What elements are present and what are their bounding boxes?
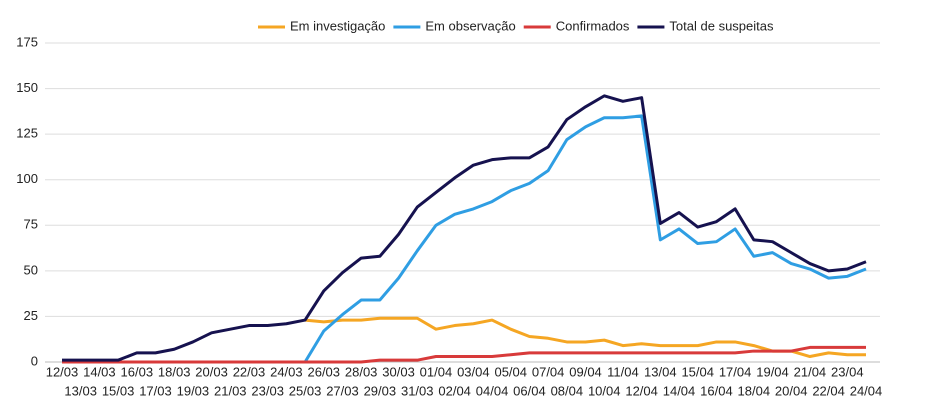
- x-tick-label: 20/04: [775, 383, 808, 398]
- x-tick-label: 17/04: [719, 364, 752, 379]
- x-tick-label: 29/03: [364, 383, 397, 398]
- x-tick-label: 12/03: [46, 364, 79, 379]
- y-tick-label: 150: [16, 80, 38, 95]
- x-tick-label: 22/04: [812, 383, 845, 398]
- x-tick-label: 18/04: [738, 383, 771, 398]
- x-tick-label: 13/03: [64, 383, 97, 398]
- y-tick-label: 0: [31, 353, 38, 368]
- x-tick-label: 30/03: [382, 364, 415, 379]
- x-tick-label: 09/04: [569, 364, 602, 379]
- series-line: [62, 94, 867, 362]
- x-tick-label: 20/03: [195, 364, 228, 379]
- x-tick-label: 16/03: [121, 364, 154, 379]
- x-tick-label: 27/03: [326, 383, 359, 398]
- x-tick-label: 17/03: [139, 383, 172, 398]
- x-tick-label: 15/03: [102, 383, 135, 398]
- x-tick-label: 15/04: [681, 364, 714, 379]
- x-tick-label: 11/04: [607, 364, 639, 379]
- x-tick-label: 19/04: [756, 364, 789, 379]
- x-tick-label: 23/03: [251, 383, 284, 398]
- legend-label: Em investigação: [290, 18, 385, 33]
- x-tick-label: 28/03: [345, 364, 378, 379]
- legend-label: Confirmados: [556, 18, 630, 33]
- x-tick-label: 13/04: [644, 364, 677, 379]
- legend-label: Em observação: [425, 18, 515, 33]
- y-tick-label: 125: [16, 126, 38, 141]
- x-tick-label: 22/03: [233, 364, 266, 379]
- x-tick-label: 14/04: [663, 383, 696, 398]
- x-tick-label: 24/03: [270, 364, 303, 379]
- x-tick-label: 14/03: [83, 364, 116, 379]
- x-tick-label: 16/04: [700, 383, 733, 398]
- x-tick-label: 21/04: [794, 364, 827, 379]
- x-tick-label: 03/04: [457, 364, 490, 379]
- y-tick-label: 25: [24, 308, 38, 323]
- x-tick-label: 18/03: [158, 364, 191, 379]
- x-tick-label: 21/03: [214, 383, 247, 398]
- x-tick-label: 19/03: [177, 383, 210, 398]
- x-tick-label: 07/04: [532, 364, 565, 379]
- x-tick-label: 12/04: [625, 383, 658, 398]
- x-tick-label: 02/04: [438, 383, 471, 398]
- y-tick-label: 100: [16, 171, 38, 186]
- series-line: [303, 114, 867, 363]
- x-tick-label: 08/04: [551, 383, 584, 398]
- series-line: [62, 345, 866, 364]
- x-tick-label: 24/04: [850, 383, 883, 398]
- x-tick-label: 10/04: [588, 383, 621, 398]
- x-tick-label: 26/03: [307, 364, 340, 379]
- y-tick-label: 175: [16, 34, 38, 49]
- y-tick-label: 50: [24, 262, 38, 277]
- x-tick-label: 31/03: [401, 383, 434, 398]
- x-tick-label: 01/04: [420, 364, 453, 379]
- y-tick-label: 75: [24, 217, 38, 232]
- x-tick-label: 05/04: [494, 364, 527, 379]
- x-tick-label: 06/04: [513, 383, 546, 398]
- x-tick-label: 04/04: [476, 383, 509, 398]
- x-tick-label: 25/03: [289, 383, 322, 398]
- legend-label: Total de suspeitas: [669, 18, 774, 33]
- x-tick-label: 23/04: [831, 364, 864, 379]
